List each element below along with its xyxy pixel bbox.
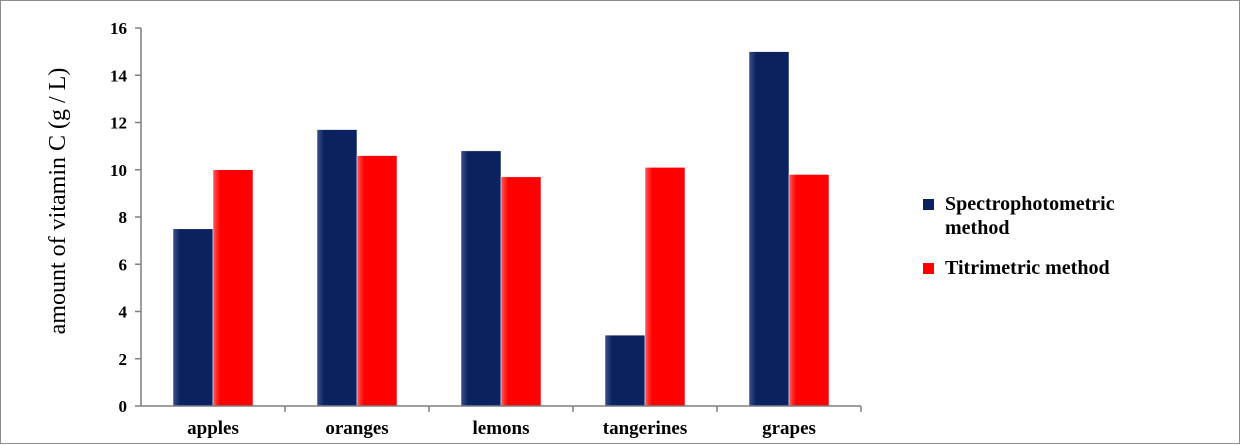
legend-label: Titrimetric method: [945, 257, 1110, 279]
bar-spectrophotometric-lemons: [460, 150, 502, 407]
bar-spectrophotometric-apples: [172, 228, 214, 407]
x-category-label: apples: [187, 418, 239, 439]
bars: [172, 51, 862, 412]
y-tick-label: 12: [110, 114, 127, 133]
y-tick-label: 2: [119, 350, 128, 369]
y-tick-label: 14: [110, 66, 128, 85]
legend-label: Spectrophotometric: [945, 193, 1115, 215]
y-tick-label: 10: [110, 161, 127, 180]
legend-swatch-spectrophotometric: [923, 199, 934, 210]
bar-titrimetric-tangerines: [644, 167, 686, 407]
bar-spectrophotometric-oranges: [316, 129, 358, 407]
category-labels: apples oranges lemons tangerines grapes: [187, 418, 816, 439]
y-axis-title: amount of vitamin C (g / L): [45, 68, 71, 335]
y-tick-label: 0: [119, 397, 128, 416]
x-category-label: oranges: [325, 418, 388, 439]
x-category-label: lemons: [473, 418, 530, 439]
bar-titrimetric-oranges: [356, 155, 398, 407]
legend-swatch-titrimetric: [923, 263, 934, 274]
bar-titrimetric-apples: [212, 169, 254, 407]
x-category-label: grapes: [762, 418, 816, 439]
y-tick-label: 6: [119, 255, 128, 274]
y-tick-label: 16: [110, 19, 127, 38]
bar-titrimetric-grapes: [788, 174, 830, 407]
x-category-label: tangerines: [603, 418, 687, 439]
bar-titrimetric-lemons: [500, 176, 542, 407]
y-tick-label: 4: [119, 303, 128, 322]
bar-spectrophotometric-grapes: [748, 51, 790, 407]
y-tick-label: 8: [119, 208, 128, 227]
bar-spectrophotometric-tangerines: [604, 334, 646, 407]
y-axis-ticks: 0 2 4 6 8 10 12 14 16: [110, 19, 141, 416]
legend-label: method: [945, 217, 1009, 239]
